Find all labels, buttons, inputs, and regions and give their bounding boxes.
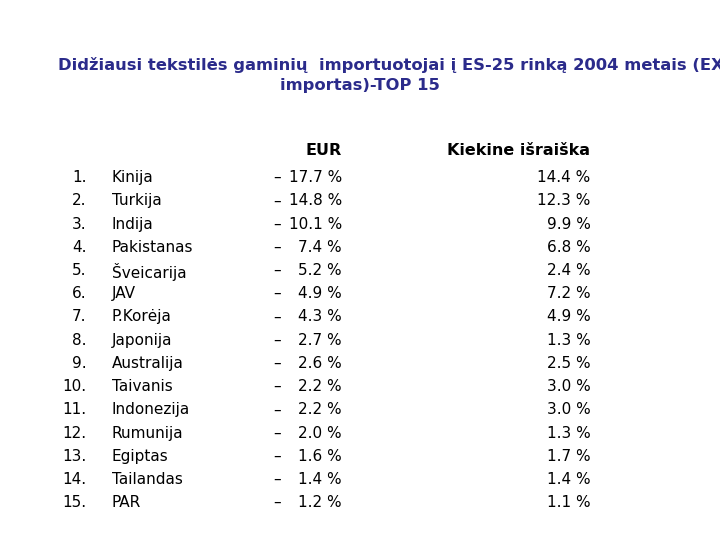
Text: –: – <box>274 402 281 417</box>
Text: 1.6 %: 1.6 % <box>298 449 342 464</box>
Text: –: – <box>274 379 281 394</box>
Text: 6.: 6. <box>72 286 86 301</box>
Text: Kinija: Kinija <box>112 170 153 185</box>
Text: Japonija: Japonija <box>112 333 172 348</box>
Text: P.Korėja: P.Korėja <box>112 309 171 325</box>
Text: 4.9 %: 4.9 % <box>298 286 342 301</box>
Text: Didžiausi tekstilės gaminių  importuotojai į ES-25 rinką 2004 metais (EXTRA: Didžiausi tekstilės gaminių importuotoja… <box>58 57 720 73</box>
Text: –: – <box>274 309 281 325</box>
Text: 2.: 2. <box>72 193 86 208</box>
Text: 13.: 13. <box>62 449 86 464</box>
Text: –: – <box>274 193 281 208</box>
Text: Pakistanas: Pakistanas <box>112 240 193 255</box>
Text: PAR: PAR <box>112 495 141 510</box>
Text: –: – <box>274 286 281 301</box>
Text: 2.6 %: 2.6 % <box>298 356 342 371</box>
Text: 1.3 %: 1.3 % <box>546 333 590 348</box>
Text: 5.2 %: 5.2 % <box>298 263 342 278</box>
Text: EUR: EUR <box>306 143 342 158</box>
Text: 1.: 1. <box>72 170 86 185</box>
Text: Indija: Indija <box>112 217 153 232</box>
Text: 3.0 %: 3.0 % <box>546 402 590 417</box>
Text: Australija: Australija <box>112 356 184 371</box>
Text: 2.2 %: 2.2 % <box>298 402 342 417</box>
Text: –: – <box>274 449 281 464</box>
Text: 4.9 %: 4.9 % <box>546 309 590 325</box>
Text: Taivanis: Taivanis <box>112 379 172 394</box>
Text: 1.3 %: 1.3 % <box>546 426 590 441</box>
Text: 2.0 %: 2.0 % <box>298 426 342 441</box>
Text: 2.2 %: 2.2 % <box>298 379 342 394</box>
Text: 3.0 %: 3.0 % <box>546 379 590 394</box>
Text: Turkija: Turkija <box>112 193 161 208</box>
Text: 1.4 %: 1.4 % <box>298 472 342 487</box>
Text: –: – <box>274 170 281 185</box>
Text: –: – <box>274 263 281 278</box>
Text: 12.3 %: 12.3 % <box>537 193 590 208</box>
Text: 1.4 %: 1.4 % <box>546 472 590 487</box>
Text: 1.7 %: 1.7 % <box>546 449 590 464</box>
Text: 14.4 %: 14.4 % <box>537 170 590 185</box>
Text: 14.8 %: 14.8 % <box>289 193 342 208</box>
Text: 17.7 %: 17.7 % <box>289 170 342 185</box>
Text: 2.5 %: 2.5 % <box>546 356 590 371</box>
Text: 1.2 %: 1.2 % <box>298 495 342 510</box>
Text: 3.: 3. <box>72 217 86 232</box>
Text: –: – <box>274 333 281 348</box>
Text: 10.1 %: 10.1 % <box>289 217 342 232</box>
Text: importas)-TOP 15: importas)-TOP 15 <box>280 78 440 93</box>
Text: Tailandas: Tailandas <box>112 472 182 487</box>
Text: Rumunija: Rumunija <box>112 426 183 441</box>
Text: Egiptas: Egiptas <box>112 449 168 464</box>
Text: –: – <box>274 472 281 487</box>
Text: 4.3 %: 4.3 % <box>298 309 342 325</box>
Text: 8.: 8. <box>72 333 86 348</box>
Text: 14.: 14. <box>62 472 86 487</box>
Text: 10.: 10. <box>62 379 86 394</box>
Text: –: – <box>274 356 281 371</box>
Text: –: – <box>274 495 281 510</box>
Text: Indonezija: Indonezija <box>112 402 190 417</box>
Text: 7.4 %: 7.4 % <box>298 240 342 255</box>
Text: 9.: 9. <box>72 356 86 371</box>
Text: 7.: 7. <box>72 309 86 325</box>
Text: 5.: 5. <box>72 263 86 278</box>
Text: –: – <box>274 240 281 255</box>
Text: 1.1 %: 1.1 % <box>546 495 590 510</box>
Text: 2.4 %: 2.4 % <box>546 263 590 278</box>
Text: Šveicarija: Šveicarija <box>112 263 186 281</box>
Text: 15.: 15. <box>62 495 86 510</box>
Text: 6.8 %: 6.8 % <box>546 240 590 255</box>
Text: 11.: 11. <box>62 402 86 417</box>
Text: –: – <box>274 217 281 232</box>
Text: 9.9 %: 9.9 % <box>546 217 590 232</box>
Text: 7.2 %: 7.2 % <box>546 286 590 301</box>
Text: Kiekine išraiška: Kiekine išraiška <box>447 143 590 158</box>
Text: 12.: 12. <box>62 426 86 441</box>
Text: –: – <box>274 426 281 441</box>
Text: 4.: 4. <box>72 240 86 255</box>
Text: 2.7 %: 2.7 % <box>298 333 342 348</box>
Text: JAV: JAV <box>112 286 135 301</box>
